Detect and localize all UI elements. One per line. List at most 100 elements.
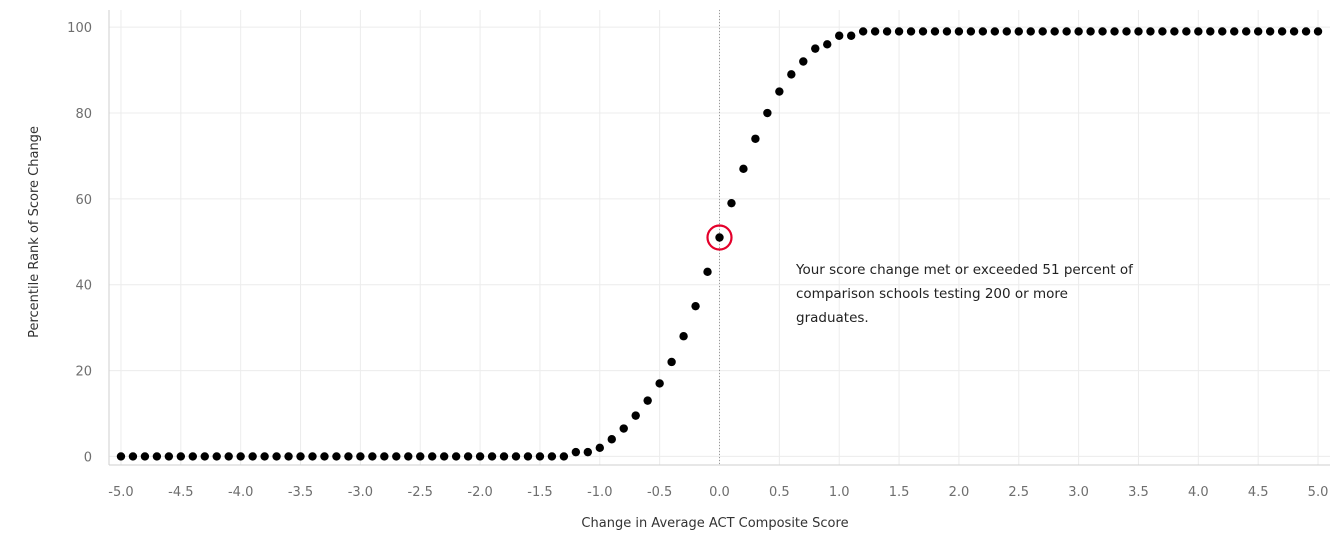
y-tick-label: 100 [67, 21, 92, 36]
data-point [224, 452, 233, 461]
data-point [1122, 27, 1131, 36]
data-point [439, 452, 449, 461]
data-point [1194, 27, 1203, 36]
data-point [1134, 27, 1143, 36]
data-point [1086, 27, 1095, 36]
data-point [380, 452, 389, 461]
y-tick-labels: 0 20 40 60 80 100 [67, 21, 92, 465]
data-point [583, 447, 593, 457]
data-point [1289, 27, 1299, 36]
data-point [727, 198, 736, 208]
x-tick-label: -3.5 [288, 485, 313, 500]
data-point [332, 452, 341, 461]
data-point [475, 452, 485, 461]
data-point [188, 452, 197, 461]
data-point [559, 452, 569, 461]
x-tick-label: 1.5 [889, 485, 910, 500]
data-point [703, 267, 712, 277]
data-point [978, 27, 988, 36]
data-point [835, 31, 844, 40]
data-point [942, 27, 952, 36]
data-point [918, 27, 928, 36]
x-tick-label: 5.0 [1308, 485, 1329, 500]
x-tick-label: 2.0 [949, 485, 970, 500]
data-point [954, 27, 964, 36]
data-point [368, 452, 377, 461]
data-point [990, 27, 1000, 36]
data-point [858, 27, 868, 36]
data-point [1182, 27, 1191, 36]
data-point [1313, 27, 1323, 36]
data-point [547, 452, 557, 461]
data-point [392, 452, 401, 461]
data-point [679, 332, 688, 341]
data-point [404, 452, 413, 461]
data-point [894, 27, 904, 36]
x-tick-label: -4.0 [228, 485, 253, 500]
data-point [715, 233, 724, 242]
data-point [787, 70, 796, 79]
data-point [1038, 27, 1047, 36]
data-point [1230, 27, 1239, 36]
data-point [152, 452, 162, 461]
y-tick-label: 20 [75, 365, 92, 380]
data-point [1242, 27, 1251, 36]
data-point [775, 87, 784, 96]
x-tick-label: -5.0 [108, 485, 133, 500]
data-point [1002, 27, 1011, 36]
data-point [1146, 27, 1155, 36]
data-point [140, 452, 150, 461]
data-point [1277, 27, 1287, 36]
x-tick-label: -2.0 [467, 485, 492, 500]
x-tick-label: 0.5 [769, 485, 790, 500]
x-tick-label: -1.0 [587, 485, 612, 500]
y-tick-label: 80 [75, 107, 92, 122]
x-tick-label: 0.0 [709, 485, 730, 500]
data-point [799, 57, 808, 66]
x-tick-label: 2.5 [1008, 485, 1029, 500]
data-point [655, 379, 664, 388]
data-point [823, 40, 832, 49]
data-point [463, 452, 473, 461]
y-axis-title: Percentile Rank of Score Change [27, 126, 42, 338]
data-point [882, 27, 892, 36]
data-point [308, 452, 317, 461]
data-point [284, 452, 293, 461]
data-point [296, 452, 305, 461]
data-point [906, 27, 916, 36]
data-point [751, 134, 760, 143]
data-point [739, 164, 748, 174]
data-point [667, 357, 676, 367]
data-points [116, 27, 1323, 461]
data-point [811, 44, 820, 53]
data-point [523, 452, 533, 461]
data-point [428, 452, 437, 461]
data-point [164, 452, 174, 461]
data-point [1301, 27, 1311, 36]
data-point [1158, 27, 1167, 36]
x-axis-title: Change in Average ACT Composite Score [581, 516, 848, 531]
horizontal-gridlines [109, 26, 1330, 457]
data-point [236, 452, 245, 461]
data-point [200, 452, 209, 461]
data-point [511, 452, 521, 461]
data-point [1253, 27, 1263, 36]
data-point [1206, 27, 1215, 36]
data-point [128, 452, 138, 461]
data-point [1050, 27, 1059, 36]
annotation-line: comparison schools testing 200 or more [796, 286, 1068, 302]
data-point [846, 31, 856, 40]
data-point [763, 108, 772, 118]
data-point [1110, 27, 1119, 36]
y-tick-label: 0 [84, 450, 92, 465]
data-point [1218, 27, 1227, 36]
x-tick-label: -2.5 [408, 485, 433, 500]
data-point [631, 411, 640, 420]
data-point [272, 452, 281, 461]
data-point [1170, 27, 1179, 36]
grid [109, 10, 1330, 465]
data-point [870, 27, 880, 36]
data-point [535, 452, 545, 461]
data-point [1098, 27, 1107, 36]
